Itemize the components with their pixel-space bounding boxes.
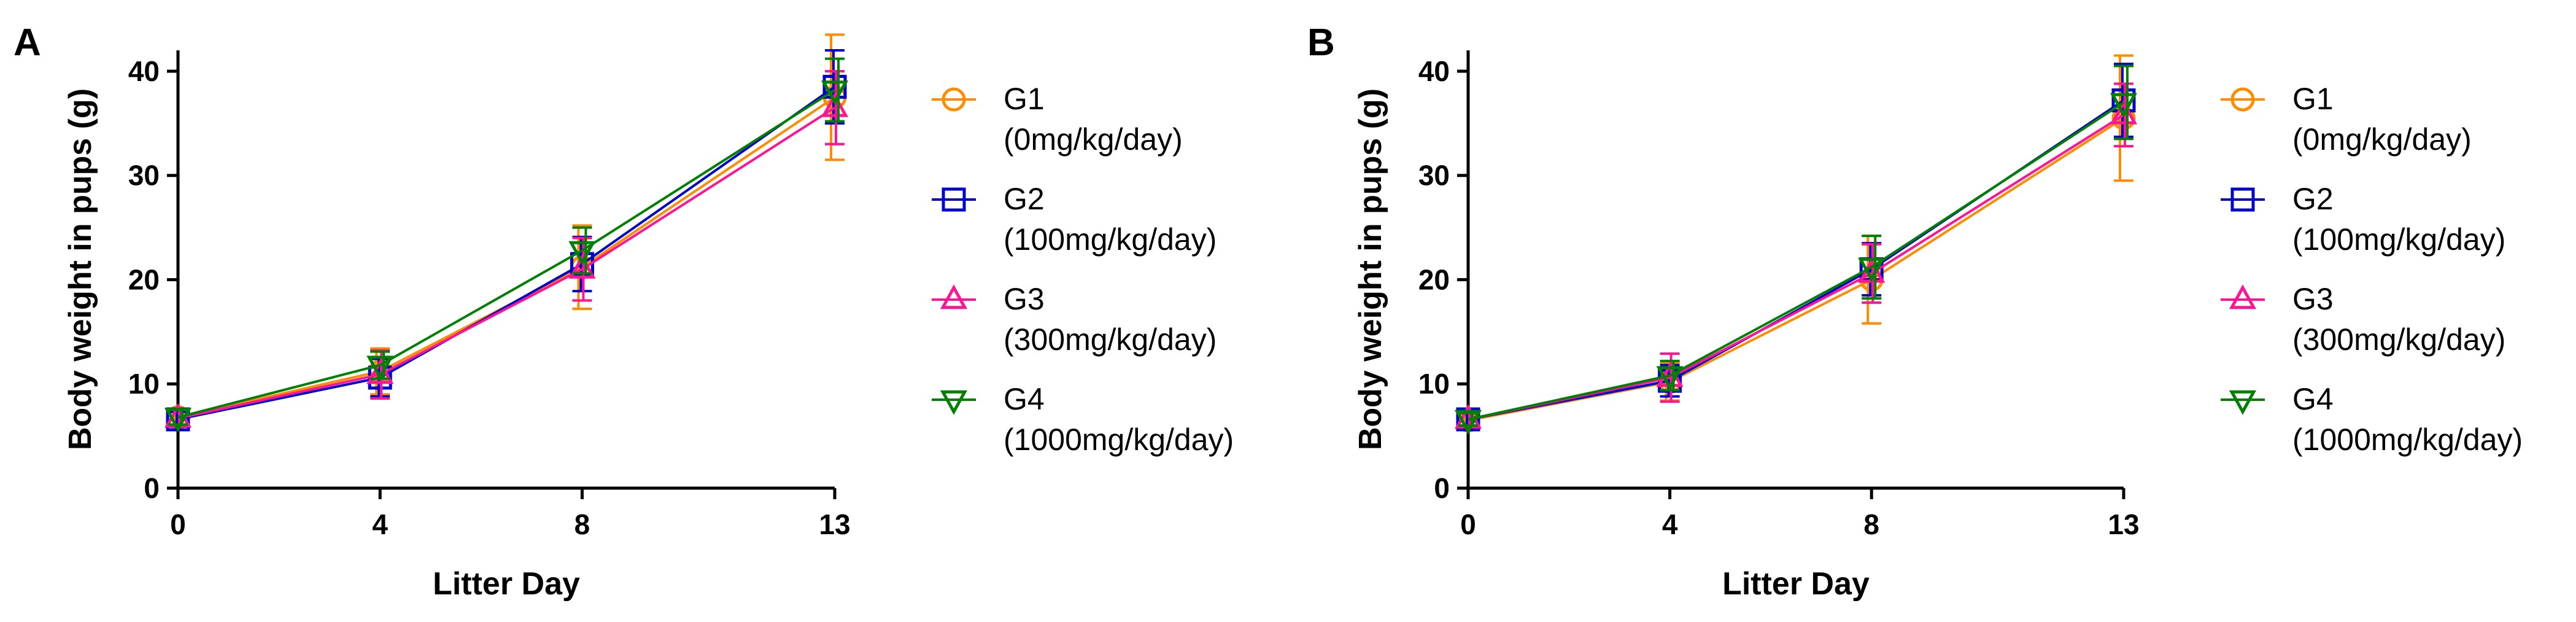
data-point bbox=[2110, 93, 2138, 118]
chart-panel-b: B 0 10 20 30 40 0 4 8 13 Litter Day Body weight in … bbox=[1307, 21, 2523, 602]
data-point bbox=[2110, 99, 2138, 125]
y-tick-label: 20 bbox=[128, 263, 160, 295]
x-tick-label: 8 bbox=[574, 508, 590, 540]
legend-item-g1: G1 (0mg/kg/day) bbox=[932, 82, 1183, 157]
data-point bbox=[1454, 410, 1482, 435]
y-tick-label: 30 bbox=[128, 160, 160, 192]
x-tick-label: 13 bbox=[2108, 508, 2139, 540]
y-tick-label: 0 bbox=[144, 472, 160, 504]
chart-panel-a: A 0 10 20 30 40 0 4 8 13 Litter Day Body weight in … bbox=[14, 21, 1234, 602]
legend-item-g4: G4 (1000mg/kg/day) bbox=[2221, 382, 2523, 457]
series-line bbox=[1468, 101, 2125, 421]
legend-marker bbox=[2230, 87, 2255, 112]
legend-dose: (100mg/kg/day) bbox=[2292, 222, 2505, 257]
x-tick-label: 13 bbox=[819, 508, 850, 540]
y-tick-label: 20 bbox=[1418, 263, 1450, 295]
legend-dose: (0mg/kg/day) bbox=[2292, 122, 2472, 157]
y-tick-label: 40 bbox=[128, 55, 160, 87]
legend-marker bbox=[2230, 187, 2255, 212]
legend-item-g3: G3 (300mg/kg/day) bbox=[2221, 282, 2505, 357]
data-point bbox=[366, 356, 394, 381]
legend-dose: (0mg/kg/day) bbox=[1004, 122, 1183, 157]
x-tick-label: 4 bbox=[372, 508, 388, 540]
series-g2 bbox=[166, 49, 847, 432]
legend-dose: (300mg/kg/day) bbox=[1004, 322, 1216, 357]
legend-dose: (300mg/kg/day) bbox=[2292, 322, 2505, 357]
y-tick-label: 40 bbox=[1418, 55, 1450, 87]
data-point bbox=[164, 408, 192, 433]
legend-name: G2 bbox=[1004, 182, 1045, 216]
series-line bbox=[177, 88, 836, 419]
y-axis-title: Body weight in pups (g) bbox=[1353, 88, 1388, 450]
series-g3 bbox=[1454, 82, 2138, 429]
data-point bbox=[821, 92, 849, 117]
data-point bbox=[1858, 257, 1886, 282]
series-g4 bbox=[164, 57, 849, 433]
y-tick-label: 10 bbox=[1418, 368, 1450, 400]
legend-item-g3: G3 (300mg/kg/day) bbox=[932, 282, 1216, 357]
series-line bbox=[1468, 114, 2125, 421]
x-tick-label: 0 bbox=[170, 508, 186, 540]
data-point bbox=[568, 254, 596, 279]
data-point bbox=[821, 80, 849, 106]
x-axis-title: Litter Day bbox=[1722, 566, 1870, 602]
legend-dose: (100mg/kg/day) bbox=[1004, 222, 1216, 257]
series-g1 bbox=[1456, 54, 2136, 433]
legend-name: G1 bbox=[1004, 82, 1045, 116]
legend-dose: (1000mg/kg/day) bbox=[2292, 422, 2523, 457]
series-g2 bbox=[1456, 63, 2136, 432]
series-g1 bbox=[166, 33, 847, 430]
legend-marker bbox=[942, 87, 966, 112]
legend-dose: (1000mg/kg/day) bbox=[1004, 422, 1234, 457]
legend-name: G2 bbox=[2292, 182, 2334, 216]
y-tick-label: 10 bbox=[128, 368, 160, 400]
x-tick-label: 4 bbox=[1662, 508, 1678, 540]
legend-marker bbox=[940, 284, 968, 309]
series-line bbox=[177, 85, 836, 421]
legend-name: G4 bbox=[1004, 382, 1045, 416]
legend-item-g1: G1 (0mg/kg/day) bbox=[2221, 82, 2472, 157]
legend: G1 (0mg/kg/day) G2 (100mg/kg/day) G3 (300mg/k… bbox=[2221, 82, 2523, 457]
panel-label: A bbox=[14, 21, 41, 64]
y-tick-label: 30 bbox=[1418, 160, 1450, 192]
series-line bbox=[1468, 99, 2125, 421]
legend-marker bbox=[2229, 390, 2257, 415]
series-line bbox=[177, 96, 836, 419]
legend: G1 (0mg/kg/day) G2 (100mg/kg/day) G3 (300mg/k… bbox=[932, 82, 1234, 457]
data-point bbox=[1656, 366, 1684, 391]
y-axis-title: Body weight in pups (g) bbox=[63, 88, 98, 450]
panel-label: B bbox=[1307, 21, 1335, 64]
data-point bbox=[366, 359, 394, 384]
legend-item-g2: G2 (100mg/kg/day) bbox=[2221, 182, 2505, 257]
y-tick-label: 0 bbox=[1434, 472, 1450, 504]
data-point bbox=[568, 241, 596, 266]
series-g3 bbox=[164, 69, 849, 428]
legend-marker bbox=[2229, 284, 2257, 309]
x-axis-title: Litter Day bbox=[433, 566, 580, 602]
legend-name: G1 bbox=[2292, 82, 2334, 116]
legend-name: G3 bbox=[2292, 282, 2334, 316]
legend-marker bbox=[940, 390, 968, 415]
x-tick-label: 8 bbox=[1863, 508, 1879, 540]
legend-item-g4: G4 (1000mg/kg/day) bbox=[932, 382, 1234, 457]
series-g4 bbox=[1454, 64, 2138, 435]
legend-item-g2: G2 (100mg/kg/day) bbox=[932, 182, 1216, 257]
x-tick-label: 0 bbox=[1460, 508, 1476, 540]
series-line bbox=[1468, 117, 2125, 422]
legend-marker bbox=[942, 187, 966, 212]
legend-name: G4 bbox=[2292, 382, 2334, 416]
legend-name: G3 bbox=[1004, 282, 1045, 316]
data-point bbox=[1456, 407, 1480, 432]
series-line bbox=[177, 106, 836, 420]
